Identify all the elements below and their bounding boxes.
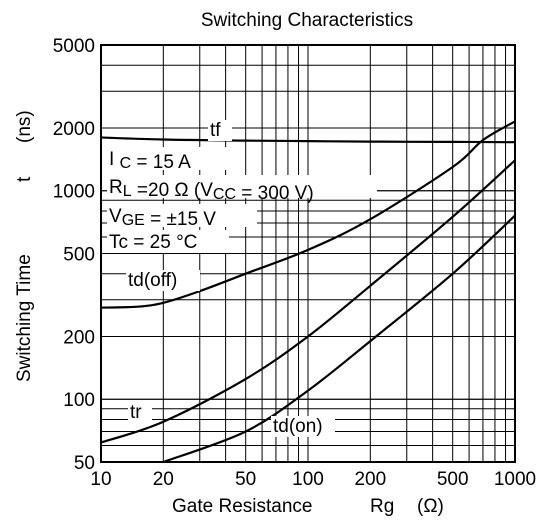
y-tick-label: 50 xyxy=(74,453,95,474)
y-tick-label: 500 xyxy=(63,245,95,266)
series-curves xyxy=(100,120,516,464)
x-tick-label: 1000 xyxy=(494,469,536,490)
series-labels: tf td(off) tr td(on) xyxy=(126,120,335,437)
y-tick-label: 5000 xyxy=(53,36,95,57)
condition-line: I C = 15 A xyxy=(109,149,191,173)
series-line-tr xyxy=(100,159,516,444)
condition-bg xyxy=(107,230,229,253)
grid-lines xyxy=(100,44,516,463)
series-label-bg xyxy=(271,416,335,437)
series-label-text: td(on) xyxy=(273,416,323,437)
y-tick-label: 100 xyxy=(63,390,95,411)
series-line-td-off xyxy=(100,120,516,309)
condition-bg xyxy=(107,204,257,227)
series-line-td-on xyxy=(162,214,516,464)
series-label-text: tf xyxy=(210,120,221,141)
y-tick-label: 2000 xyxy=(53,119,95,140)
series-label-tr: tr xyxy=(128,402,152,423)
test-conditions: I C = 15 A RL =20 Ω (VCC = 300 V)VGE = ±1… xyxy=(107,147,377,253)
x-tick-label: 20 xyxy=(153,469,174,490)
series-label-bg xyxy=(126,270,200,291)
chart-title: Switching Characteristics xyxy=(201,10,413,31)
y-tick-label: 200 xyxy=(63,327,95,348)
x-axis-label-symbol: Rg xyxy=(370,496,394,517)
y-tick-label: 1000 xyxy=(53,182,95,203)
x-axis-label-text: Gate Resistance xyxy=(172,496,312,517)
condition-bg xyxy=(107,147,237,170)
x-axis-label-unit: (Ω) xyxy=(417,496,444,517)
plot-frame xyxy=(100,44,516,463)
series-label-text: td(off) xyxy=(128,270,177,291)
x-axis-label: Gate Resistance Rg (Ω) xyxy=(172,496,444,517)
x-tick-label: 10 xyxy=(90,469,111,490)
condition-line: RL =20 Ω (VCC = 300 V) xyxy=(109,177,314,204)
y-axis-label-symbol: t xyxy=(14,176,35,182)
condition-line: Tc = 25 °C xyxy=(109,232,197,253)
series-label-bg xyxy=(128,402,152,423)
series-line-tf xyxy=(100,136,516,144)
tick-labels: 10 20 50 100 200 500 1000 50 100 200 500 1000 2000 50… xyxy=(53,36,536,490)
y-axis-label-unit: (ns) xyxy=(14,110,35,143)
y-axis-label-text: Switching Time xyxy=(14,254,35,382)
series-label-text: tr xyxy=(130,402,142,423)
series-label-td-on: td(on) xyxy=(271,416,335,437)
series-label-tf: tf xyxy=(208,120,232,141)
x-tick-label: 50 xyxy=(235,469,256,490)
series-label-bg xyxy=(208,120,232,141)
x-tick-label: 100 xyxy=(292,469,324,490)
y-axis-label: Switching Time t (ns) xyxy=(14,110,35,382)
condition-bg xyxy=(107,175,377,198)
condition-line: VGE = ±15 V xyxy=(109,206,216,230)
x-tick-label: 500 xyxy=(437,469,469,490)
series-label-td-off: td(off) xyxy=(126,270,200,291)
x-tick-label: 200 xyxy=(354,469,386,490)
